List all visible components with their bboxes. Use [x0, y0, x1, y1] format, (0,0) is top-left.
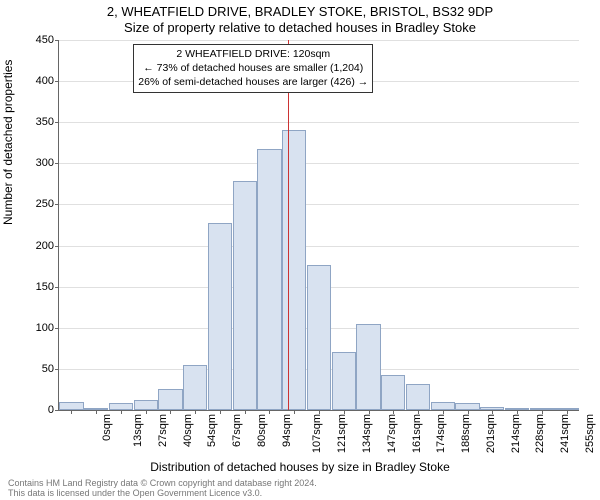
- xtick-label: 214sqm: [510, 414, 522, 453]
- histogram-bar: [282, 130, 306, 410]
- grid-line: [59, 40, 579, 41]
- xtick-label: 161sqm: [411, 414, 423, 453]
- x-axis-label: Distribution of detached houses by size …: [0, 460, 600, 474]
- grid-line: [59, 246, 579, 247]
- xtick-label: 0sqm: [101, 414, 113, 441]
- ytick-label: 100: [14, 322, 54, 334]
- ytick-label: 150: [14, 281, 54, 293]
- grid-line: [59, 122, 579, 123]
- xtick-label: 255sqm: [584, 414, 596, 453]
- xtick-mark: [269, 410, 270, 414]
- ytick-mark: [55, 204, 59, 205]
- ytick-mark: [55, 328, 59, 329]
- ytick-label: 0: [14, 404, 54, 416]
- histogram-bar: [332, 352, 356, 410]
- xtick-mark: [294, 410, 295, 414]
- xtick-label: 188sqm: [460, 414, 472, 453]
- xtick-label: 40sqm: [182, 414, 194, 447]
- histogram-bar: [406, 384, 430, 410]
- xtick-mark: [245, 410, 246, 414]
- xtick-mark: [170, 410, 171, 414]
- y-axis-label: Number of detached properties: [1, 60, 15, 225]
- ytick-label: 400: [14, 75, 54, 87]
- ytick-label: 300: [14, 157, 54, 169]
- info-box-line3: 26% of semi-detached houses are larger (…: [138, 75, 368, 89]
- histogram-bar: [59, 402, 83, 410]
- ytick-mark: [55, 81, 59, 82]
- xtick-label: 241sqm: [559, 414, 571, 453]
- xtick-label: 201sqm: [485, 414, 497, 453]
- ytick-mark: [55, 122, 59, 123]
- ytick-mark: [55, 287, 59, 288]
- xtick-mark: [96, 410, 97, 414]
- footer-attribution: Contains HM Land Registry data © Crown c…: [8, 478, 317, 498]
- info-box-line2: ← 73% of detached houses are smaller (1,…: [138, 61, 368, 75]
- ytick-mark: [55, 410, 59, 411]
- xtick-label: 27sqm: [157, 414, 169, 447]
- xtick-label: 107sqm: [312, 414, 324, 453]
- xtick-label: 80sqm: [256, 414, 268, 447]
- histogram-chart: 2, WHEATFIELD DRIVE, BRADLEY STOKE, BRIS…: [0, 0, 600, 500]
- ytick-label: 50: [14, 363, 54, 375]
- ytick-label: 200: [14, 240, 54, 252]
- xtick-label: 54sqm: [206, 414, 218, 447]
- grid-line: [59, 204, 579, 205]
- histogram-bar: [307, 265, 331, 410]
- grid-line: [59, 163, 579, 164]
- xtick-mark: [195, 410, 196, 414]
- xtick-label: 174sqm: [435, 414, 447, 453]
- xtick-mark: [121, 410, 122, 414]
- xtick-label: 121sqm: [336, 414, 348, 453]
- xtick-label: 67sqm: [231, 414, 243, 447]
- histogram-bar: [257, 149, 281, 410]
- plot-area: 2 WHEATFIELD DRIVE: 120sqm← 73% of detac…: [58, 40, 579, 411]
- xtick-label: 228sqm: [534, 414, 546, 453]
- footer-line: Contains HM Land Registry data © Crown c…: [8, 478, 317, 498]
- ytick-mark: [55, 163, 59, 164]
- ytick-mark: [55, 246, 59, 247]
- xtick-label: 13sqm: [132, 414, 144, 447]
- xtick-label: 134sqm: [361, 414, 373, 453]
- xtick-mark: [220, 410, 221, 414]
- chart-title-address: 2, WHEATFIELD DRIVE, BRADLEY STOKE, BRIS…: [0, 4, 600, 19]
- ytick-label: 450: [14, 34, 54, 46]
- info-box: 2 WHEATFIELD DRIVE: 120sqm← 73% of detac…: [133, 44, 373, 93]
- histogram-bar: [208, 223, 232, 410]
- property-marker-line: [288, 40, 289, 410]
- ytick-mark: [55, 40, 59, 41]
- xtick-mark: [146, 410, 147, 414]
- xtick-label: 147sqm: [386, 414, 398, 453]
- ytick-mark: [55, 369, 59, 370]
- ytick-label: 350: [14, 116, 54, 128]
- chart-title-description: Size of property relative to detached ho…: [0, 20, 600, 35]
- histogram-bar: [356, 324, 380, 410]
- histogram-bar: [183, 365, 207, 410]
- histogram-bar: [381, 375, 405, 410]
- histogram-bar: [158, 389, 182, 410]
- ytick-label: 250: [14, 198, 54, 210]
- xtick-label: 94sqm: [281, 414, 293, 447]
- xtick-mark: [71, 410, 72, 414]
- info-box-line1: 2 WHEATFIELD DRIVE: 120sqm: [138, 47, 368, 61]
- histogram-bar: [134, 400, 158, 410]
- histogram-bar: [233, 181, 257, 410]
- histogram-bar: [431, 402, 455, 410]
